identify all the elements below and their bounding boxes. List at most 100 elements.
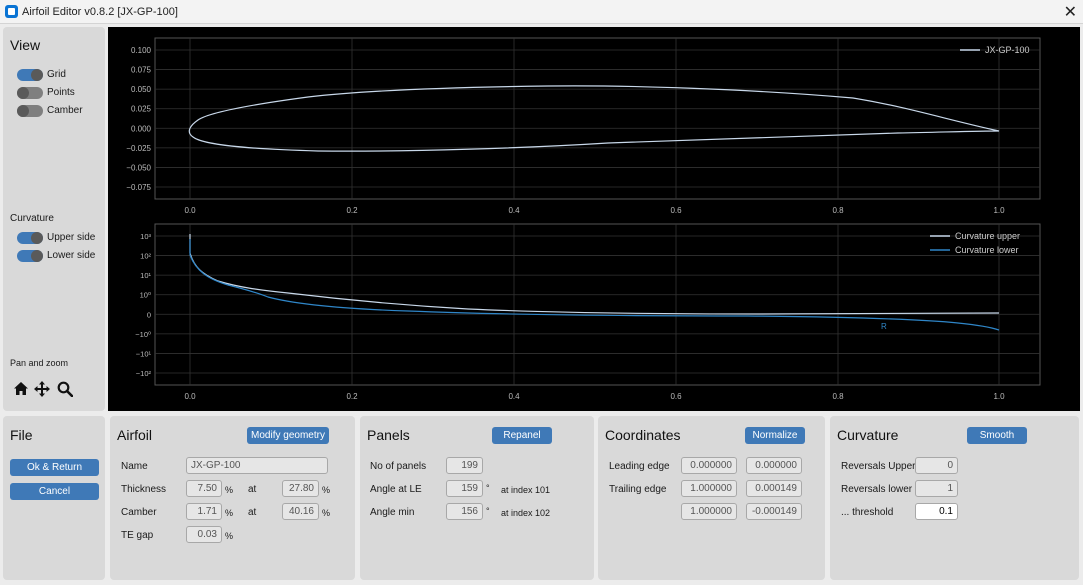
thickness-at-pct: % — [322, 485, 331, 495]
angle-min-label: Angle min — [370, 507, 415, 518]
panels-panel: Panels Repanel No of panels 199 Angle at… — [360, 416, 594, 580]
curvature-panel: Curvature Smooth Reversals Upper 0 Rever… — [830, 416, 1079, 580]
reversals-upper-field[interactable]: 0 — [915, 457, 958, 474]
upper-side-toggle[interactable] — [17, 232, 43, 244]
te-gap-field[interactable]: 0.03 — [186, 526, 222, 543]
curvature-xtick: 0.6 — [670, 392, 682, 401]
airfoil-panel: Airfoil Modify geometry Name JX-GP-100 T… — [110, 416, 355, 580]
curvature-ytick: 10³ — [140, 232, 151, 241]
points-toggle[interactable] — [17, 87, 43, 99]
camber-field[interactable]: 1.71 — [186, 503, 222, 520]
airfoil-ytick: −0.050 — [126, 163, 151, 172]
camber-toggle[interactable] — [17, 105, 43, 117]
angle-min-index: at index 102 — [501, 508, 551, 518]
reversals-lower-field[interactable]: 1 — [915, 480, 958, 497]
camber-pct: % — [225, 508, 234, 518]
curvature-axes — [154, 223, 1041, 386]
curvature-ytick: 10² — [140, 252, 151, 261]
legend-lower-label: Curvature lower — [955, 245, 1019, 255]
threshold-label: ... threshold — [841, 507, 894, 518]
window-title: Airfoil Editor v0.8.2 [JX-GP-100] — [22, 6, 178, 18]
curvature-ytick: 10⁰ — [140, 291, 151, 300]
file-heading: File — [10, 427, 33, 443]
thickness-pct: % — [225, 485, 234, 495]
title-bar: Airfoil Editor v0.8.2 [JX-GP-100] ✕ — [0, 0, 1083, 24]
airfoil-xtick: 0.0 — [184, 206, 196, 215]
curvature-view-heading: Curvature — [10, 213, 54, 224]
airfoil-heading: Airfoil — [117, 427, 153, 443]
name-field[interactable]: JX-GP-100 — [186, 457, 328, 474]
leading-edge-x-field[interactable]: 0.000000 — [681, 457, 737, 474]
curvature-xtick: 0.4 — [508, 392, 520, 401]
angle-le-field[interactable]: 159 — [446, 480, 483, 497]
ok-return-button[interactable]: Ok & Return — [10, 459, 99, 476]
upper-side-label: Upper side — [47, 232, 96, 243]
te-gap-pct: % — [225, 531, 234, 541]
name-label: Name — [121, 461, 148, 472]
file-panel: File Ok & Return Cancel — [3, 416, 105, 580]
legend-upper-label: Curvature upper — [955, 231, 1020, 241]
reversal-marker: R — [881, 322, 887, 331]
panels-heading: Panels — [367, 427, 410, 443]
curvature-ytick: 0 — [147, 310, 151, 319]
angle-le-index: at index 101 — [501, 485, 551, 495]
repanel-button[interactable]: Repanel — [492, 427, 552, 444]
grid-toggle[interactable] — [17, 69, 43, 81]
airfoil-axes — [154, 37, 1041, 200]
modify-geometry-button[interactable]: Modify geometry — [247, 427, 329, 444]
smooth-button[interactable]: Smooth — [967, 427, 1027, 444]
panel-count-label: No of panels — [370, 461, 427, 472]
angle-min-field[interactable]: 156 — [446, 503, 483, 520]
leading-edge-y-field[interactable]: 0.000000 — [746, 457, 802, 474]
home-icon[interactable] — [13, 381, 29, 397]
panel-count-field[interactable]: 199 — [446, 457, 483, 474]
airfoil-xtick: 1.0 — [993, 206, 1005, 215]
thickness-at-label: at — [248, 484, 257, 495]
airfoil-ytick: 0.050 — [131, 85, 152, 94]
trailing-edge-label: Trailing edge — [609, 484, 667, 495]
grid-toggle-label: Grid — [47, 69, 66, 80]
curvature-xtick: 0.2 — [346, 392, 358, 401]
lower-side-toggle[interactable] — [17, 250, 43, 262]
plots-svg[interactable]: 0.100 0.075 0.050 0.025 0.000 −0.025 −0.050 −0.… — [108, 27, 1080, 411]
trailing-edge-x-field[interactable]: 1.000000 — [681, 480, 737, 497]
thickness-field[interactable]: 7.50 — [186, 480, 222, 497]
trailing-edge-y-field[interactable]: 0.000149 — [746, 480, 802, 497]
curvature-xtick: 0.0 — [184, 392, 196, 401]
zoom-icon[interactable] — [57, 381, 73, 397]
airfoil-ytick: 0.100 — [131, 46, 152, 55]
camber-at-pct: % — [322, 508, 331, 518]
angle-le-label: Angle at LE — [370, 484, 422, 495]
airfoil-ytick: 0.075 — [131, 66, 152, 75]
normalize-button[interactable]: Normalize — [745, 427, 805, 444]
te-gap-label: TE gap — [121, 530, 154, 541]
plot-area[interactable]: 0.100 0.075 0.050 0.025 0.000 −0.025 −0.050 −0.… — [108, 27, 1080, 411]
reversals-lower-label: Reversals lower — [841, 484, 913, 495]
airfoil-ytick: −0.025 — [126, 144, 151, 153]
view-panel: View Grid Points Camber Curvature Upper … — [3, 27, 105, 411]
lower-side-label: Lower side — [47, 250, 96, 261]
threshold-field[interactable]: 0.1 — [915, 503, 958, 520]
coordinates-heading: Coordinates — [605, 427, 681, 443]
curvature-ytick: −10¹ — [136, 349, 152, 358]
camber-toggle-label: Camber — [47, 105, 83, 116]
camber-at-field[interactable]: 40.16 — [282, 503, 319, 520]
trailing-edge-lower-x-field[interactable]: 1.000000 — [681, 503, 737, 520]
app-icon — [5, 5, 18, 18]
legend-airfoil-label: JX-GP-100 — [985, 45, 1030, 55]
close-icon[interactable]: ✕ — [1063, 4, 1077, 21]
cancel-button[interactable]: Cancel — [10, 483, 99, 500]
curvature-xtick: 1.0 — [993, 392, 1005, 401]
move-icon[interactable] — [34, 381, 50, 397]
curvature-ytick: 10¹ — [140, 271, 151, 280]
airfoil-ytick: −0.075 — [126, 183, 151, 192]
trailing-edge-lower-y-field[interactable]: -0.000149 — [746, 503, 802, 520]
leading-edge-label: Leading edge — [609, 461, 670, 472]
airfoil-ytick: 0.000 — [131, 124, 152, 133]
camber-at-label: at — [248, 507, 257, 518]
coordinates-panel: Coordinates Normalize Leading edge 0.000… — [598, 416, 825, 580]
curvature-ytick: −10⁰ — [135, 330, 151, 339]
airfoil-contour — [188, 85, 1000, 152]
thickness-at-field[interactable]: 27.80 — [282, 480, 319, 497]
angle-min-deg: ° — [486, 506, 490, 516]
